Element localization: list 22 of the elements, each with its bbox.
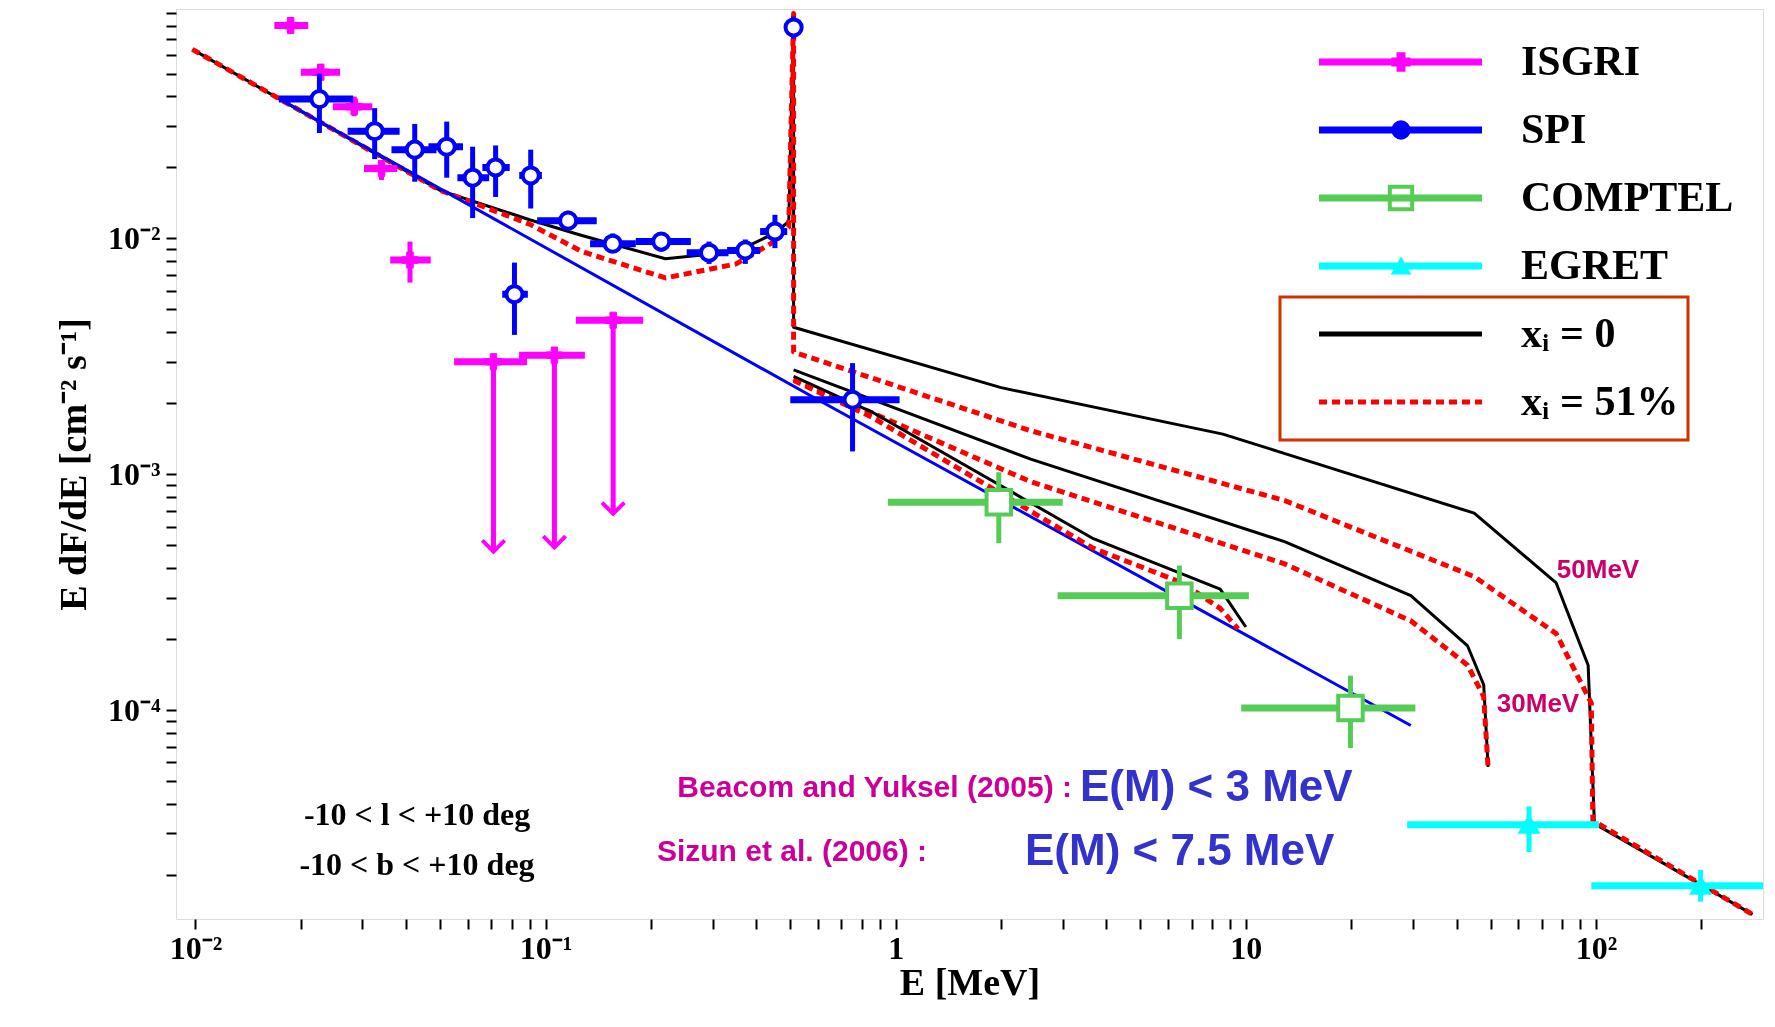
annotation: E(M) < 3 MeV bbox=[1080, 761, 1354, 810]
annotation: Sizun et al. (2006) : bbox=[656, 834, 927, 867]
legend-label: xᵢ = 0 bbox=[1521, 310, 1616, 356]
y-tick-label: 10⁻² bbox=[107, 219, 161, 256]
legend-label: COMPTEL bbox=[1521, 174, 1734, 220]
y-axis-title: E dF/dE [cm⁻² s⁻¹] bbox=[51, 318, 94, 611]
annotation: Beacom and Yuksel (2005) : bbox=[677, 770, 1072, 803]
y-tick-label: 10⁻⁴ bbox=[107, 691, 161, 728]
legend-label: SPI bbox=[1521, 106, 1587, 152]
x-tick-label: 10⁻² bbox=[169, 929, 223, 966]
x-tick-label: 10⁻¹ bbox=[519, 929, 573, 966]
y-tick-label: 10⁻³ bbox=[107, 455, 161, 492]
legend-label: EGRET bbox=[1521, 242, 1669, 288]
annotation: 30MeV bbox=[1496, 688, 1580, 718]
legend-label: xᵢ = 51% bbox=[1521, 378, 1679, 424]
legend-label: ISGRI bbox=[1521, 38, 1641, 84]
x-tick-label: 10² bbox=[1575, 929, 1618, 966]
annotation: E(M) < 7.5 MeV bbox=[1025, 825, 1335, 874]
annotation: -10 < l < +10 deg bbox=[303, 796, 531, 832]
x-tick-label: 10 bbox=[1230, 929, 1263, 966]
annotation: 50MeV bbox=[1556, 554, 1640, 584]
annotation: -10 < b < +10 deg bbox=[299, 846, 535, 882]
